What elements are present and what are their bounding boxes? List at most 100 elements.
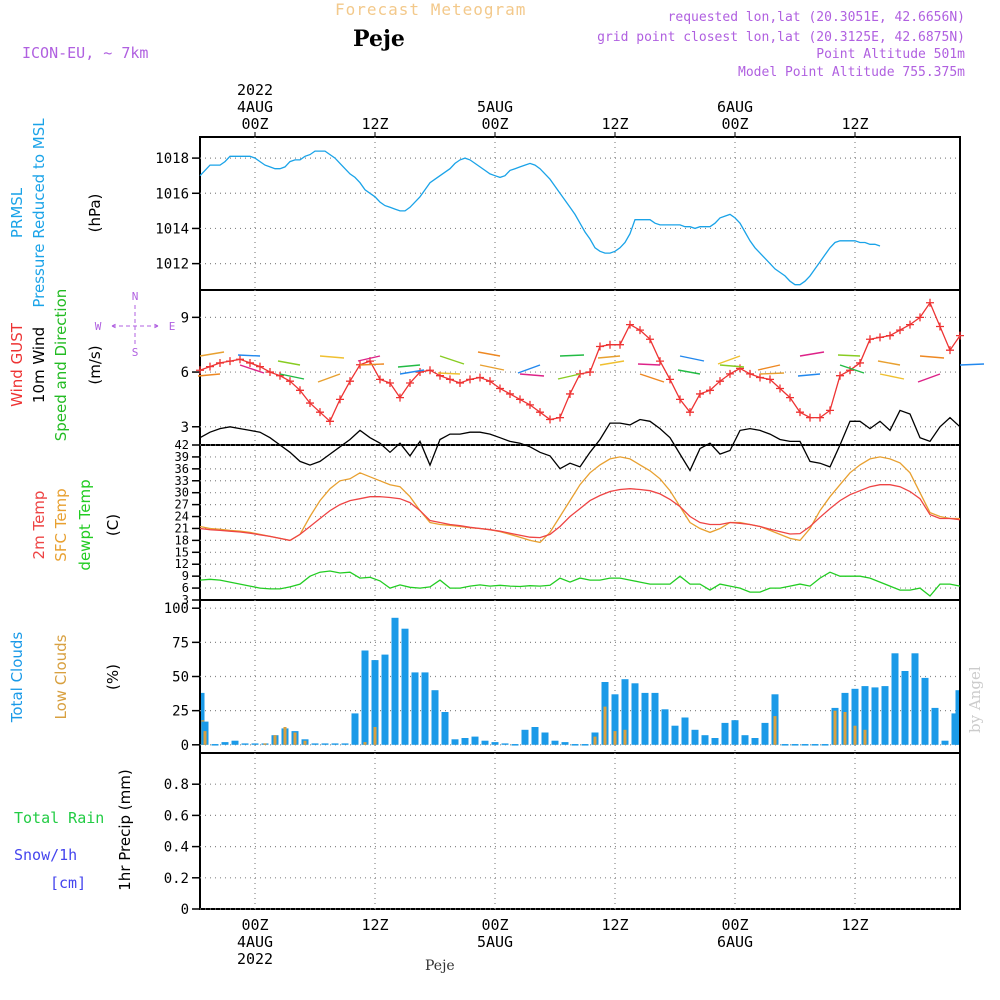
wind-gust-point bbox=[506, 389, 514, 398]
wind-gust-point bbox=[636, 326, 644, 335]
wind-direction-arrow bbox=[319, 355, 345, 359]
compass-cross bbox=[111, 305, 159, 347]
temperature-y-tick-label: 3 bbox=[182, 593, 189, 607]
temperature-y-tick-label: 39 bbox=[175, 450, 189, 464]
total-clouds-bar bbox=[541, 732, 549, 745]
wind-direction-arrow bbox=[517, 364, 541, 374]
sfc-label: SFC Temp bbox=[52, 488, 70, 561]
temperature-y-tick-label: 33 bbox=[175, 474, 189, 488]
t2m-label: 2m Temp bbox=[30, 491, 48, 560]
snow-label: Snow/1h bbox=[14, 846, 77, 864]
total-clouds-bar bbox=[941, 740, 949, 745]
wind-gust-point bbox=[786, 393, 794, 402]
precip-frame bbox=[199, 752, 961, 910]
wind-gust-point bbox=[316, 408, 324, 417]
low-clouds-bar bbox=[773, 716, 777, 745]
total-clouds-bar bbox=[721, 722, 729, 745]
total-clouds-bar bbox=[451, 739, 459, 745]
total-clouds-bar bbox=[331, 743, 339, 745]
wind-gust-point bbox=[726, 369, 734, 378]
low-clouds-bar bbox=[833, 710, 837, 745]
wind-gust-point bbox=[746, 369, 754, 378]
total-clouds-bar bbox=[471, 736, 479, 745]
wind-direction-arrow bbox=[717, 355, 741, 365]
total-clouds-label: Total Clouds bbox=[8, 632, 26, 724]
compass-west: W bbox=[95, 320, 102, 333]
wind-direction-arrow bbox=[277, 360, 301, 366]
total-clouds-bar bbox=[411, 672, 419, 745]
pressure-y-tick-label: 1014 bbox=[155, 221, 189, 237]
total-rain-label: Total Rain bbox=[14, 809, 104, 827]
clouds-y-tick-label: 50 bbox=[172, 670, 189, 686]
total-clouds-bar bbox=[561, 742, 569, 745]
temperature-y-tick-label: 15 bbox=[175, 545, 189, 559]
bottom-time-label: 00Z bbox=[241, 916, 268, 934]
credit-watermark: by Angel bbox=[966, 666, 984, 733]
low-clouds-bar bbox=[373, 727, 377, 745]
low-clouds-bar bbox=[863, 729, 867, 745]
total-clouds-bar bbox=[871, 687, 879, 745]
wind-gust-point bbox=[696, 389, 704, 398]
model-label: ICON-EU, ~ 7km bbox=[22, 44, 149, 62]
total-clouds-bar bbox=[391, 617, 399, 745]
total-clouds-bar bbox=[761, 722, 769, 745]
low-clouds-bar bbox=[593, 736, 597, 745]
wind-gust-point bbox=[606, 340, 614, 349]
wind-direction-arrow bbox=[877, 360, 901, 366]
low-clouds-bar bbox=[203, 731, 207, 745]
precip-panel: 0 0.2 0.4 0.6 0.8 bbox=[164, 752, 961, 918]
top-time-label: 00Z bbox=[721, 115, 748, 133]
wind-direction-arrow bbox=[279, 373, 305, 380]
top-time-label: 6AUG bbox=[717, 98, 753, 116]
total-clouds-bar bbox=[531, 727, 539, 745]
wind-gust-point bbox=[536, 408, 544, 417]
clouds-y-tick-label: 0 bbox=[181, 738, 189, 754]
wind-direction-arrow bbox=[599, 360, 625, 366]
total-clouds-bar bbox=[371, 660, 379, 745]
compass-south: S bbox=[132, 346, 139, 359]
wind-gust-point bbox=[776, 384, 784, 393]
temperature-y-tick-label: 42 bbox=[175, 438, 189, 452]
wind-gust-point bbox=[646, 335, 654, 344]
total-clouds-bar bbox=[631, 683, 639, 745]
total-clouds-bar bbox=[491, 742, 499, 745]
wind-direction-arrow bbox=[719, 364, 745, 368]
temperature-y-tick-label: 6 bbox=[182, 581, 189, 595]
total-clouds-bar bbox=[611, 694, 619, 745]
temperature-y-tick-label: 18 bbox=[175, 533, 189, 547]
wind-gust-point bbox=[796, 408, 804, 417]
wind-gust-point bbox=[916, 313, 924, 322]
low-clouds-bar bbox=[283, 727, 287, 745]
total-clouds-bar bbox=[931, 707, 939, 745]
precip-y-tick-label: 0.8 bbox=[164, 777, 189, 793]
total-clouds-bar bbox=[431, 690, 439, 745]
wind-gust-point bbox=[816, 413, 824, 422]
wind-gust-point bbox=[326, 417, 334, 426]
total-clouds-bar bbox=[955, 690, 959, 745]
total-clouds-bar bbox=[421, 672, 429, 745]
total-clouds-bar bbox=[641, 692, 649, 745]
wind-direction-arrow bbox=[837, 354, 861, 357]
low-clouds-bar bbox=[293, 732, 297, 745]
top-time-label: 12Z bbox=[601, 115, 628, 133]
wind-direction-arrow bbox=[639, 373, 665, 383]
wind-gust-point bbox=[446, 375, 454, 384]
total-clouds-bar bbox=[951, 713, 959, 745]
total-clouds-bar bbox=[201, 692, 205, 745]
wind-gust-point bbox=[876, 333, 884, 342]
wind-gust-point bbox=[856, 358, 864, 367]
wind-gust-point bbox=[716, 377, 724, 386]
wind-gust-point bbox=[236, 355, 244, 364]
wind-direction-arrow bbox=[317, 373, 341, 383]
wind-gust-point bbox=[516, 395, 524, 404]
total-clouds-bar bbox=[461, 738, 469, 745]
precip-axis-label: 1hr Precip (mm) bbox=[116, 769, 134, 890]
clouds-panel: 0 25 50 75 100 bbox=[164, 599, 961, 754]
wind-gust-point bbox=[196, 366, 204, 375]
wind-gust-point bbox=[426, 366, 434, 375]
top-time-label: 00Z bbox=[481, 115, 508, 133]
total-clouds-bar bbox=[551, 740, 559, 745]
wind-gust-point bbox=[956, 331, 964, 340]
total-clouds-bar bbox=[901, 671, 909, 745]
wind-gust-point bbox=[736, 364, 744, 373]
